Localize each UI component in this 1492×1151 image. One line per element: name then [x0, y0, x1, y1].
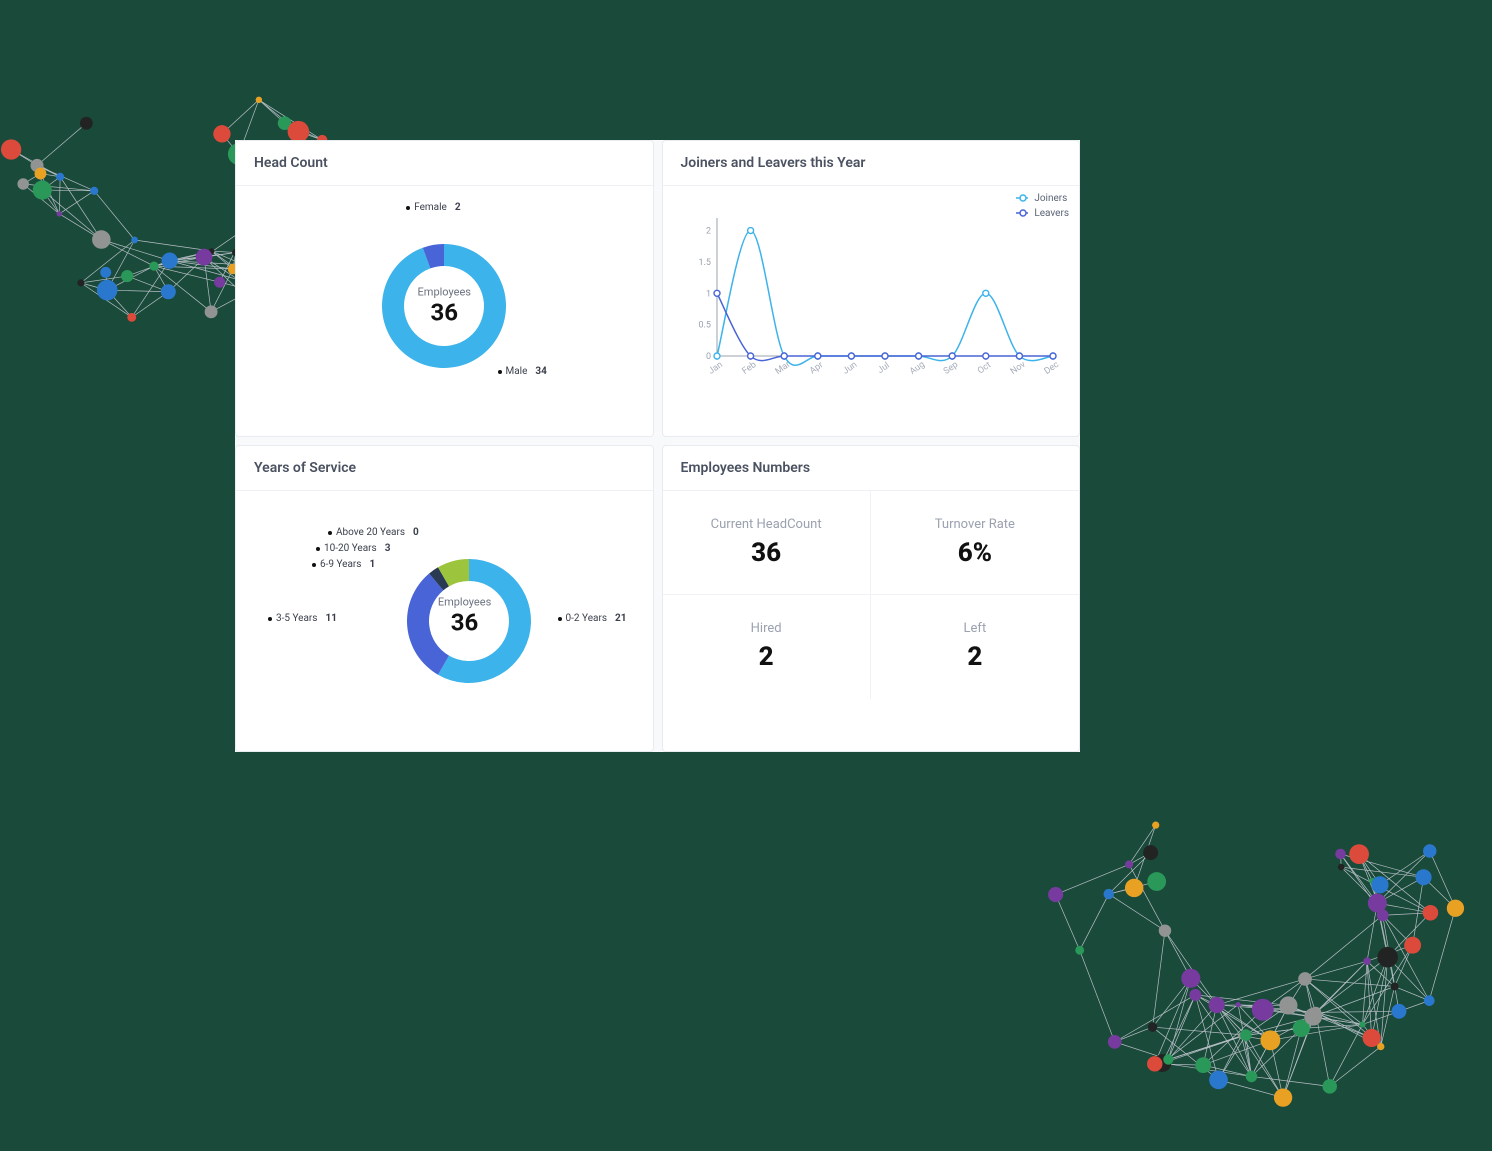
svg-text:Feb: Feb — [740, 360, 758, 377]
dashboard: Head Count Employees 36 Female2 Male34 J… — [235, 140, 1080, 752]
card-employees-numbers: Employees Numbers Current HeadCount 36 T… — [662, 445, 1081, 752]
card-title: Employees Numbers — [663, 446, 1080, 491]
svg-text:Apr: Apr — [808, 360, 825, 376]
card-joiners-leavers: Joiners and Leavers this Year Joiners Le… — [662, 140, 1081, 437]
legend-joiners: Joiners — [1016, 192, 1069, 204]
slice-label-0-2: 0-2 Years21 — [558, 613, 627, 624]
slice-label-male: Male34 — [498, 366, 547, 377]
legend-leavers: Leavers — [1016, 207, 1069, 219]
svg-text:Jan: Jan — [706, 360, 724, 377]
svg-text:Nov: Nov — [1008, 359, 1027, 377]
svg-text:Jun: Jun — [841, 360, 859, 377]
decor-network-bottom-right — [1042, 691, 1492, 1151]
donut-center-label: Employees — [418, 286, 471, 299]
card-title: Joiners and Leavers this Year — [663, 141, 1080, 186]
slice-label-10-20: 10-20 Years3 — [316, 543, 390, 554]
svg-text:Oct: Oct — [976, 360, 993, 376]
stat-hired: Hired 2 — [663, 595, 871, 699]
donut-center-label: Employees — [438, 596, 491, 609]
donut-center: Employees 36 — [418, 286, 471, 327]
card-head-count: Head Count Employees 36 Female2 Male34 — [235, 140, 654, 437]
chart-legend: Joiners Leavers — [1016, 192, 1069, 222]
svg-text:1: 1 — [705, 289, 710, 299]
card-title: Head Count — [236, 141, 653, 186]
stat-left: Left 2 — [871, 595, 1079, 699]
svg-text:Dec: Dec — [1042, 360, 1060, 377]
svg-text:1.5: 1.5 — [698, 258, 711, 268]
svg-text:Jul: Jul — [876, 361, 892, 376]
slice-label-female: Female2 — [406, 202, 460, 213]
years-donut: Employees 36 0-2 Years21 3-5 Years11 6-9… — [254, 501, 635, 731]
line-chart: 00.511.52JanFebMarAprJunJulAugSepOctNovD… — [681, 196, 1061, 386]
svg-text:0: 0 — [705, 352, 710, 362]
donut-center: Employees 36 — [438, 596, 491, 637]
headcount-donut: Employees 36 Female2 Male34 — [254, 196, 635, 416]
donut-center-value: 36 — [438, 609, 491, 637]
svg-text:0.5: 0.5 — [698, 321, 711, 331]
stats-grid: Current HeadCount 36 Turnover Rate 6% Hi… — [663, 491, 1080, 699]
stat-turnover-rate: Turnover Rate 6% — [871, 491, 1079, 595]
card-years-of-service: Years of Service Employees 36 0-2 Years2… — [235, 445, 654, 752]
slice-label-above-20: Above 20 Years0 — [328, 527, 419, 538]
donut-center-value: 36 — [418, 299, 471, 327]
svg-text:2: 2 — [705, 227, 710, 237]
slice-label-3-5: 3-5 Years11 — [268, 613, 337, 624]
stat-current-headcount: Current HeadCount 36 — [663, 491, 871, 595]
slice-label-6-9: 6-9 Years1 — [312, 559, 375, 570]
card-title: Years of Service — [236, 446, 653, 491]
svg-text:Aug: Aug — [908, 360, 927, 377]
svg-text:Sep: Sep — [941, 360, 959, 377]
